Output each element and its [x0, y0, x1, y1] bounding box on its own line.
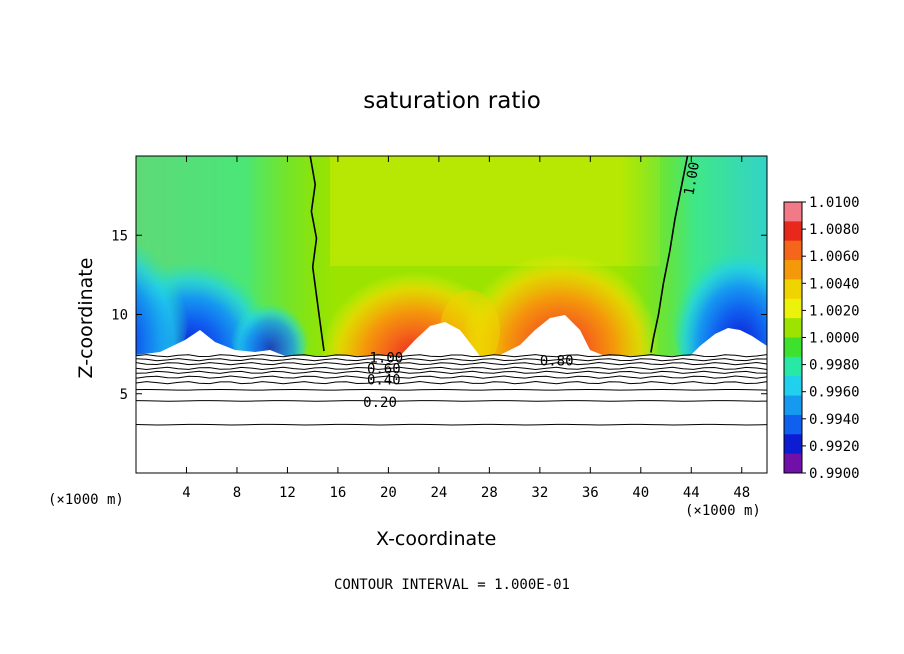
- contour-label: 1.00: [681, 161, 703, 197]
- colorbar-label: 1.0100: [809, 195, 860, 211]
- colorbar-label: 0.9980: [809, 358, 860, 374]
- y-axis-ticks: 5 10 15: [111, 228, 767, 403]
- contour-label: 0.80: [540, 354, 574, 370]
- contour-label: 0.40: [367, 373, 401, 389]
- contour-lines: [135, 155, 768, 426]
- chart-title: saturation ratio: [363, 88, 541, 114]
- contour-line: [135, 358, 768, 362]
- colorbar-segment: [784, 395, 802, 416]
- contour-line-1.00: [650, 155, 689, 353]
- colorbar-segment: [784, 298, 802, 319]
- x-tick-label: 44: [683, 485, 700, 501]
- x-tick-label: 28: [481, 485, 498, 501]
- colorbar-label: 1.0080: [809, 222, 860, 238]
- colorbar-label: 1.0040: [809, 276, 860, 292]
- contour-label: 1.00: [369, 350, 403, 366]
- contour-line: [135, 375, 768, 379]
- x-unit-label-left: (×1000 m): [48, 492, 124, 508]
- colorbar-segment: [784, 202, 802, 222]
- contour-line: [135, 400, 768, 402]
- colorbar-segment: [784, 414, 802, 435]
- x-tick-label: 12: [279, 485, 296, 501]
- x-tick-label: 16: [329, 485, 346, 501]
- contour-line: [135, 380, 768, 385]
- colorbar-segment: [784, 453, 802, 474]
- colorbar-segment: [784, 376, 802, 396]
- colorbar-label: 1.0020: [809, 303, 860, 319]
- x-tick-label: 36: [582, 485, 599, 501]
- x-tick-label: 40: [632, 485, 649, 501]
- contour-line: [135, 423, 768, 426]
- contour-line: [135, 370, 768, 375]
- x-unit-label-right: (×1000 m): [685, 503, 761, 519]
- colorbar-segment: [784, 337, 802, 358]
- y-tick-label: 15: [111, 228, 128, 244]
- contour-line: [135, 388, 768, 391]
- contour-line: [135, 366, 768, 371]
- contour-line-1.00: [309, 155, 325, 352]
- colorbar-label: 0.9920: [809, 439, 860, 455]
- x-tick-label: 20: [380, 485, 397, 501]
- y-tick-label: 10: [111, 308, 128, 324]
- x-axis-ticks: 4 8 12 16 20 24 28 32 36 40 44 48: [182, 156, 750, 501]
- contour-line: [135, 361, 768, 366]
- colorbar-label: 0.9900: [809, 466, 860, 482]
- colorbar-label: 0.9940: [809, 412, 860, 428]
- x-tick-label: 32: [531, 485, 548, 501]
- colorbar-label: 1.0060: [809, 249, 860, 265]
- colorbar: 1.0100 1.0080 1.0060 1.0040 1.0020 1.0000 0.99…: [783, 195, 860, 482]
- colorbar-segment: [784, 260, 802, 280]
- x-tick-label: 8: [233, 485, 241, 501]
- contour-label: 0.60: [367, 362, 401, 378]
- colorbar-segment: [784, 434, 802, 455]
- colorbar-segment: [784, 240, 802, 261]
- x-tick-label: 4: [182, 485, 190, 501]
- colorbar-segment: [784, 356, 802, 377]
- contour-interval-note: CONTOUR INTERVAL = 1.000E-01: [333, 577, 570, 593]
- colorbar-segment: [784, 318, 802, 338]
- contour-label: 0.20: [363, 395, 397, 411]
- color-field: [136, 156, 767, 473]
- x-tick-label: 24: [430, 485, 447, 501]
- x-tick-label: 48: [733, 485, 750, 501]
- colorbar-segment: [784, 221, 802, 242]
- y-tick-label: 5: [120, 387, 128, 403]
- x-axis-label: X-coordinate: [376, 528, 497, 550]
- colorbar-label: 1.0000: [809, 331, 860, 347]
- contour-labels: 1.000.600.400.200.801.00: [363, 161, 703, 411]
- contour-line: [135, 354, 768, 358]
- colorbar-label: 0.9960: [809, 385, 860, 401]
- colorbar-segment: [784, 279, 802, 300]
